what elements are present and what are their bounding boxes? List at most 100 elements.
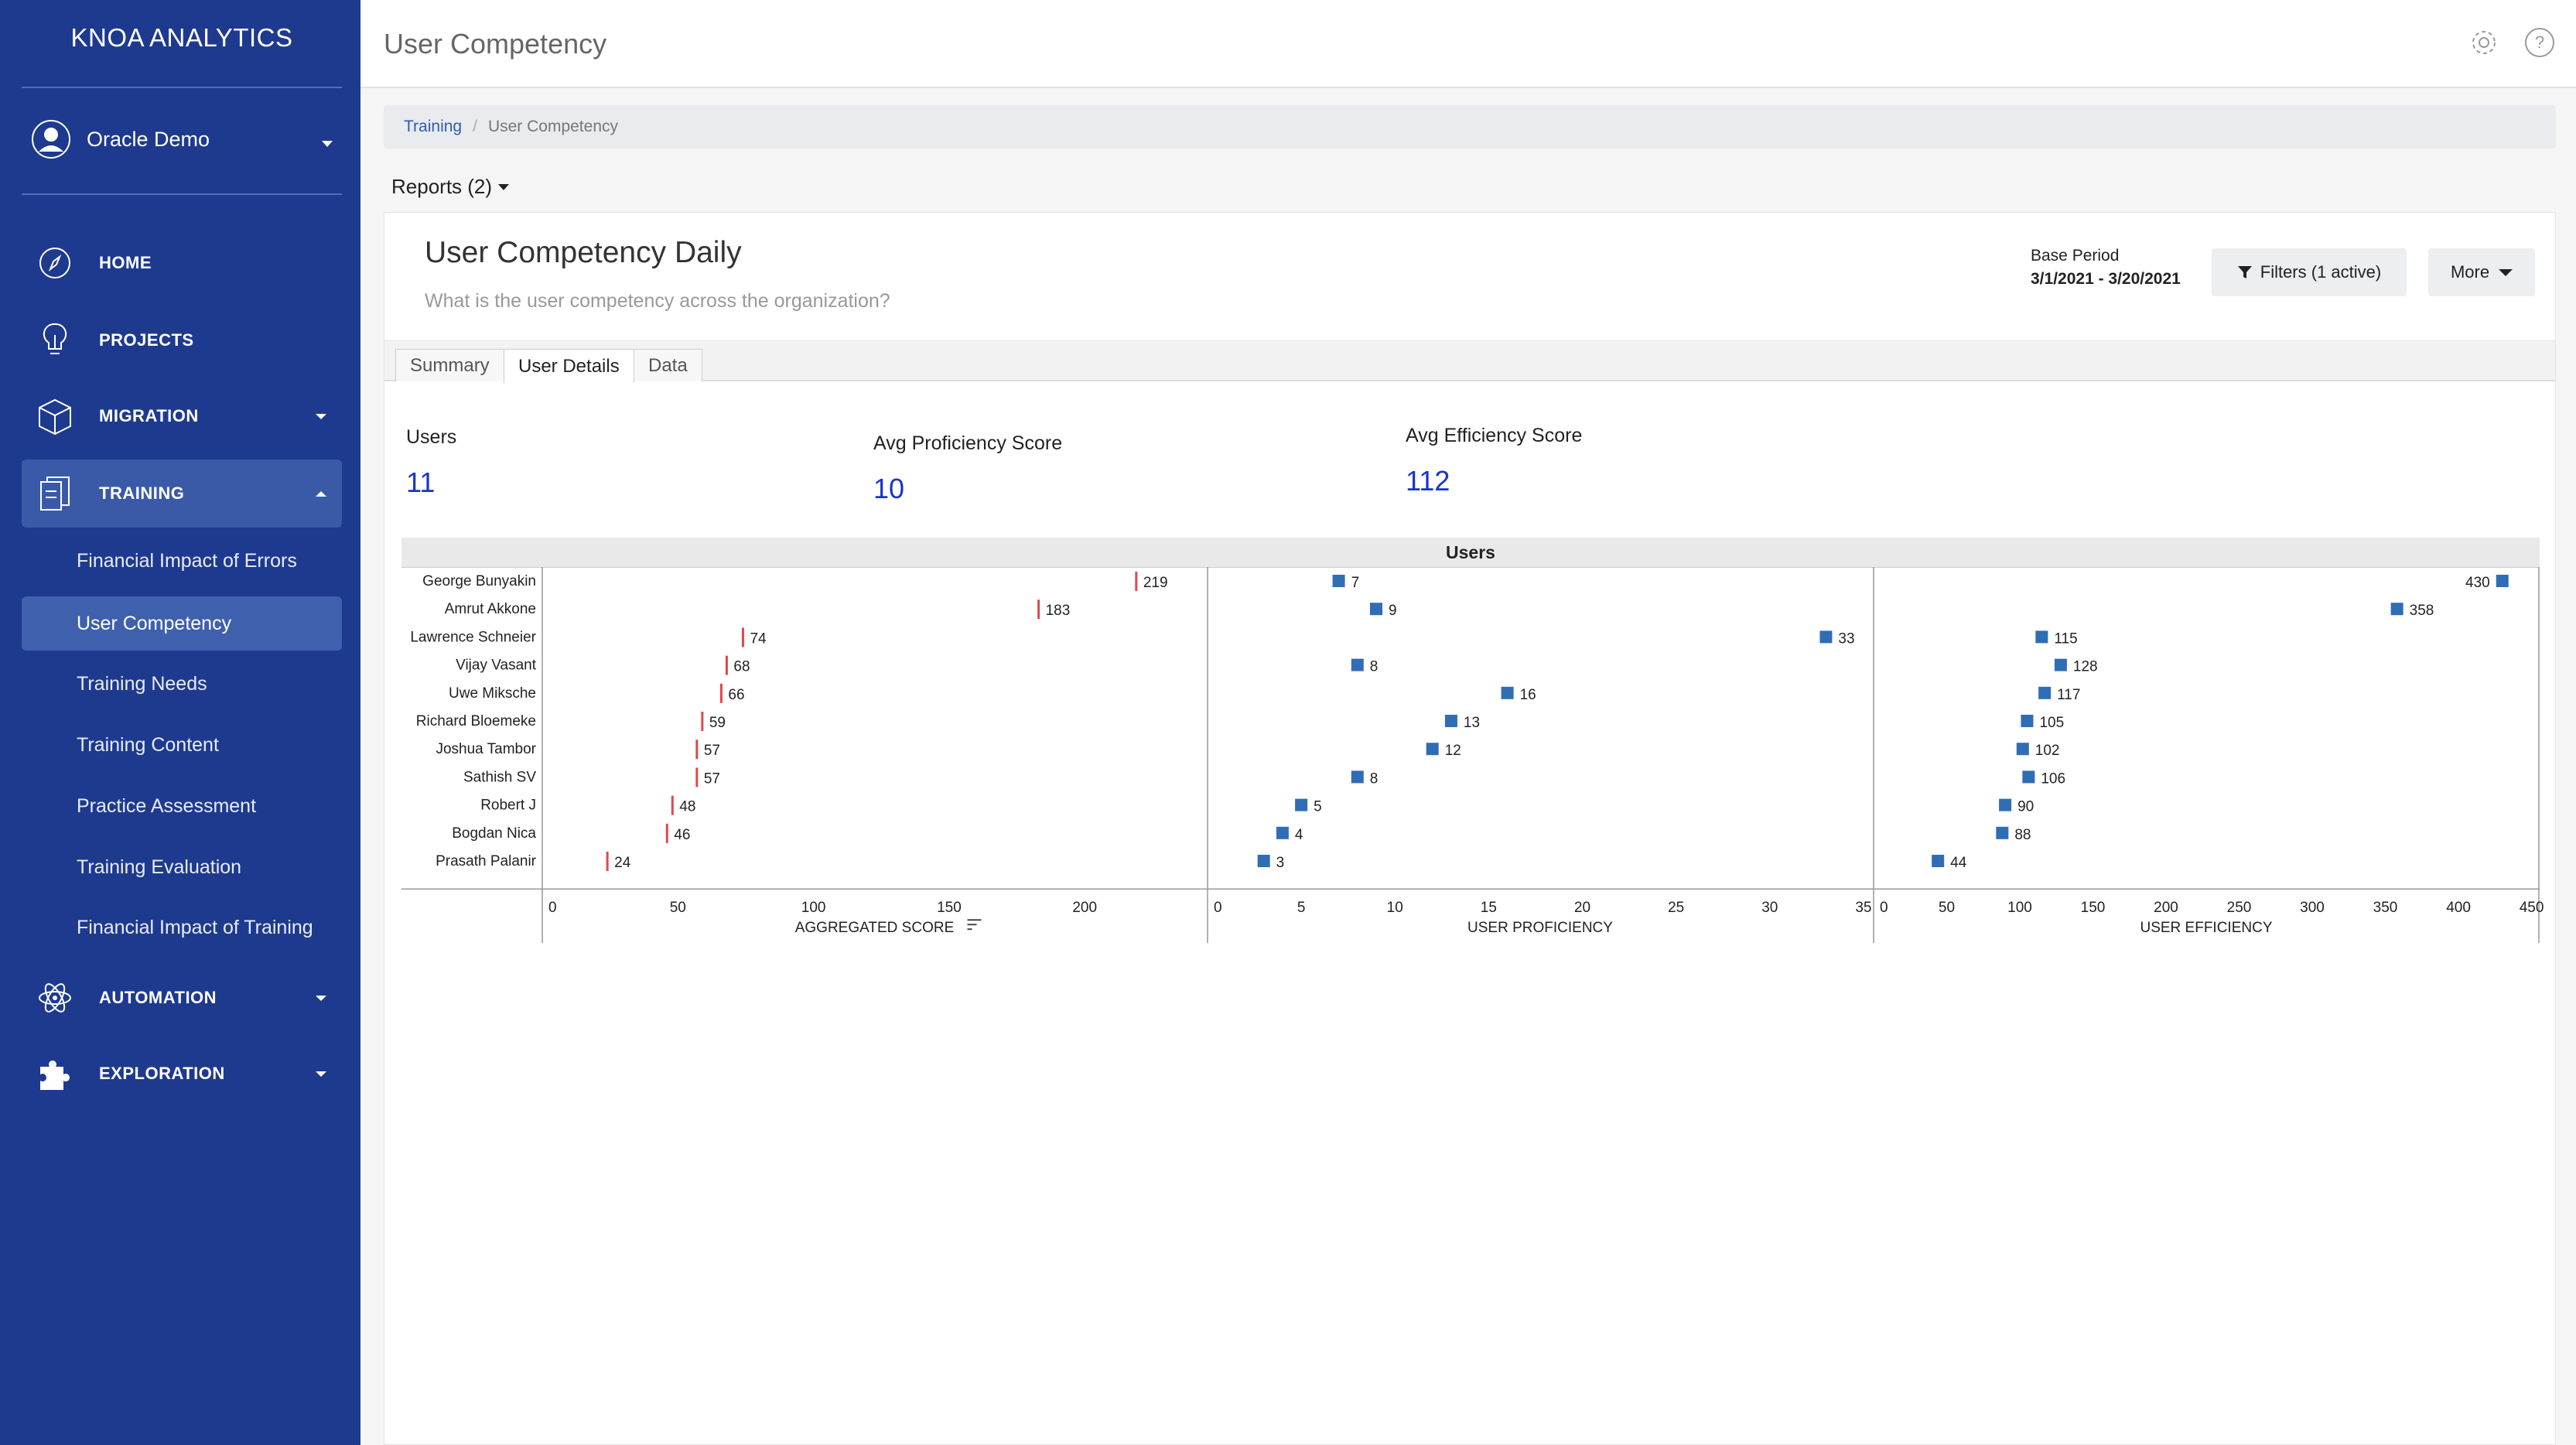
reports-dropdown-label: Reports (2) — [391, 175, 493, 198]
nav-training[interactable]: TRAINING — [22, 459, 342, 528]
sidebar-divider — [22, 87, 342, 88]
data-label: 9 — [1389, 603, 1397, 619]
top-bar: User Competency ? — [360, 0, 2576, 88]
breadcrumb-link-training[interactable]: Training — [404, 118, 463, 135]
kpi-users-value: 11 — [406, 466, 436, 498]
x-tick-label: 0 — [1880, 900, 1888, 916]
account-name: Oracle Demo — [87, 127, 210, 151]
x-axis-label: AGGREGATED SCORE — [795, 920, 955, 936]
x-tick-label: 100 — [2007, 900, 2032, 916]
x-tick-label: 150 — [2081, 900, 2106, 916]
x-tick-label: 30 — [1761, 900, 1778, 916]
documents-icon — [36, 474, 74, 513]
aggregated-score-marker — [725, 655, 728, 675]
efficiency-point — [2038, 686, 2052, 699]
filter-icon — [2237, 266, 2252, 278]
tab-summary[interactable]: Summary — [395, 349, 504, 381]
chevron-down-icon — [316, 413, 326, 419]
data-label: 8 — [1370, 770, 1379, 787]
report-card: User Competency Daily What is the user c… — [384, 212, 2556, 1445]
nav-automation-label: AUTOMATION — [99, 988, 217, 1007]
report-question: What is the user competency across the o… — [425, 290, 890, 312]
kpi-avg-efficiency-label: Avg Efficiency Score — [1406, 425, 1583, 446]
data-label: 33 — [1838, 630, 1854, 647]
nav-sub-practice-assessment[interactable]: Practice Assessment — [77, 794, 257, 817]
proficiency-point — [1351, 770, 1364, 784]
data-label: 44 — [1950, 855, 1967, 871]
nav-migration[interactable]: MIGRATION — [22, 382, 342, 450]
nav-exploration[interactable]: EXPLORATION — [22, 1040, 342, 1108]
proficiency-point — [1426, 743, 1439, 756]
data-label: 48 — [679, 799, 695, 815]
kpi-avg-efficiency-value: 112 — [1406, 465, 1450, 497]
filters-button[interactable]: Filters (1 active) — [2212, 248, 2407, 296]
data-label: 430 — [2465, 575, 2490, 591]
x-tick-label: 25 — [1668, 900, 1684, 916]
brand-logo: KNOA ANALYTICS — [70, 23, 293, 52]
user-label: Uwe Mikschе — [449, 685, 536, 702]
proficiency-point — [1276, 826, 1289, 839]
user-label: Robert J — [480, 798, 536, 814]
x-tick-label: 15 — [1481, 900, 1497, 916]
puzzle-icon — [36, 1054, 74, 1093]
user-label: Lawrence Schneier — [410, 629, 536, 645]
base-period: Base Period 3/1/2021 - 3/20/2021 — [2031, 247, 2181, 289]
data-label: 117 — [2057, 687, 2080, 703]
lightbulb-icon — [36, 321, 74, 360]
help-icon[interactable]: ? — [2523, 26, 2556, 59]
breadcrumb-current: User Competency — [487, 118, 618, 135]
efficiency-point — [1996, 826, 2009, 839]
data-label: 105 — [2039, 715, 2064, 731]
nav-automation[interactable]: AUTOMATION — [22, 964, 342, 1032]
reports-dropdown[interactable]: Reports (2) — [391, 175, 510, 199]
data-label: 5 — [1314, 799, 1322, 815]
data-label: 13 — [1464, 715, 1480, 731]
aggregated-score-marker — [695, 740, 699, 760]
user-competency-chart: George Bunyakin Amrut Akkone Lawrence Schn… — [401, 567, 2544, 944]
nav-sub-user-competency[interactable]: User Competency — [22, 596, 342, 651]
nav-projects[interactable]: PROJECTS — [22, 306, 342, 374]
x-tick-label: 250 — [2227, 900, 2252, 916]
x-tick-label: 100 — [801, 900, 826, 916]
user-label: Sathish SV — [463, 769, 536, 785]
data-label: 358 — [2410, 603, 2434, 619]
atom-icon — [36, 979, 74, 1017]
data-label: 183 — [1046, 603, 1071, 619]
tab-user-details[interactable]: User Details — [504, 349, 634, 383]
sidebar-divider — [22, 193, 342, 195]
user-label: Richard Bloemeke — [416, 713, 536, 729]
report-tabs: Summary User Details Data — [384, 340, 2555, 383]
data-label: 12 — [1445, 743, 1461, 759]
svg-text:?: ? — [2535, 32, 2544, 52]
proficiency-point — [1501, 686, 1514, 699]
nav-home[interactable]: HOME — [22, 229, 342, 297]
cube-icon — [36, 397, 74, 436]
user-label: Prasath Palanir — [436, 853, 537, 869]
x-tick-label: 300 — [2300, 900, 2325, 916]
chart-title: Users — [401, 538, 2540, 567]
nav-sub-financial-impact-training[interactable]: Financial Impact of Training — [77, 916, 313, 938]
more-button[interactable]: More — [2428, 248, 2535, 296]
chevron-down-icon — [322, 141, 333, 147]
account-switcher[interactable]: Oracle Demo — [31, 116, 333, 162]
user-label: George Bunyakin — [422, 573, 536, 589]
aggregated-score-marker — [719, 683, 723, 703]
chevron-down-icon — [498, 183, 510, 190]
efficiency-point — [2496, 575, 2509, 587]
data-label: 16 — [1520, 687, 1536, 703]
report-title: User Competency Daily — [425, 236, 742, 269]
x-tick-label: 20 — [1574, 900, 1590, 916]
nav-sub-financial-impact-errors[interactable]: Financial Impact of Errors — [77, 549, 297, 572]
aggregated-score-marker — [741, 627, 744, 647]
x-tick-label: 10 — [1387, 900, 1403, 916]
base-period-label: Base Period — [2031, 247, 2120, 265]
nav-sub-training-needs[interactable]: Training Needs — [77, 672, 207, 695]
nav-training-label: TRAINING — [99, 483, 185, 503]
tab-data[interactable]: Data — [634, 349, 702, 381]
nav-sub-training-evaluation[interactable]: Training Evaluation — [77, 856, 242, 878]
user-label: Bogdan Nica — [452, 825, 536, 842]
x-tick-label: 200 — [1072, 900, 1097, 916]
gear-icon[interactable] — [2468, 26, 2500, 59]
nav-sub-training-content[interactable]: Training Content — [77, 733, 219, 756]
data-label: 66 — [728, 687, 744, 703]
